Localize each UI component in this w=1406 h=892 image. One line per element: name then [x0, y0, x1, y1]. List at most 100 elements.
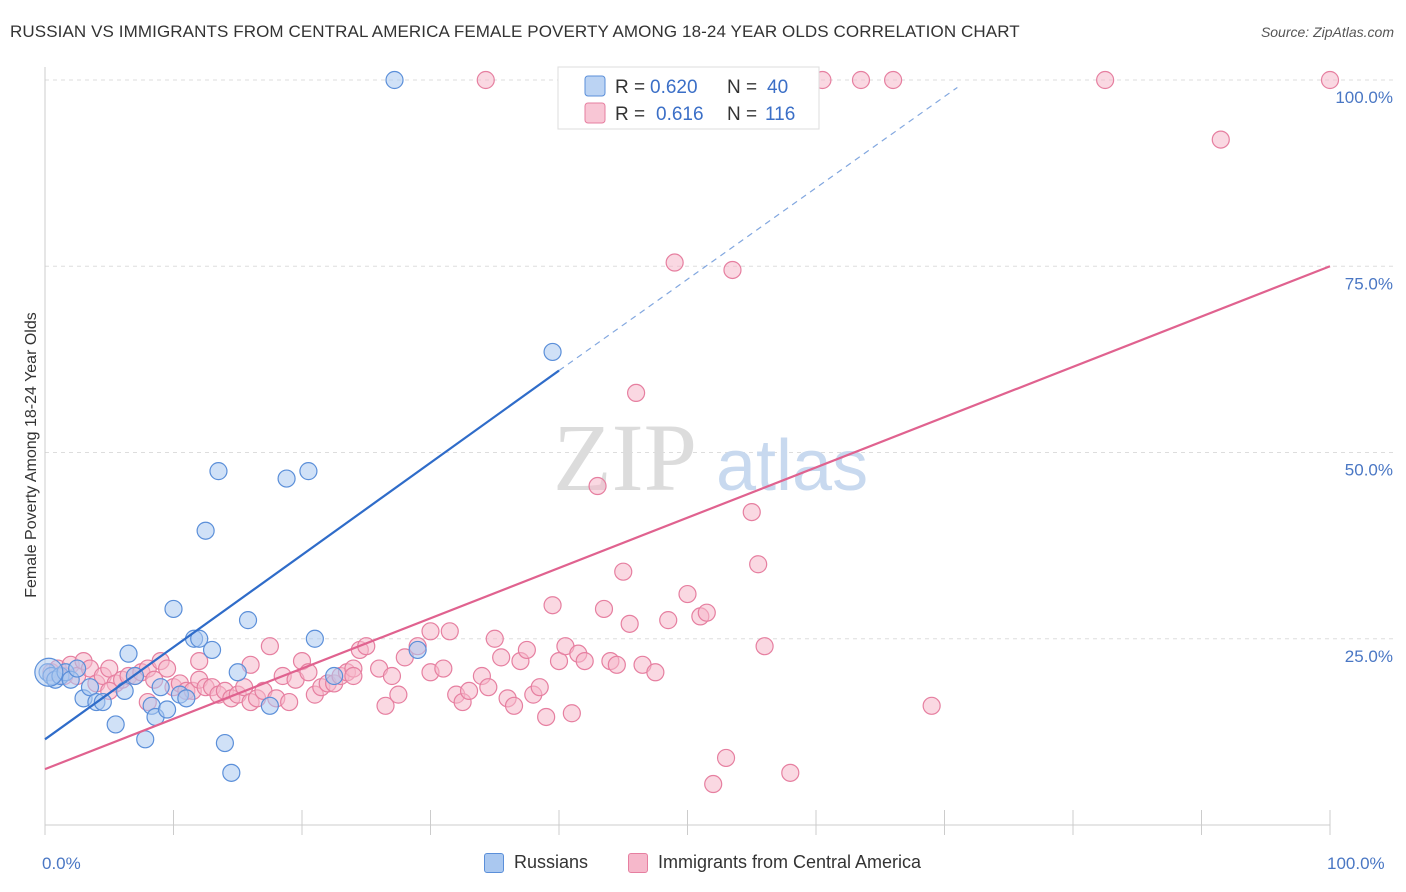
immigrants-point	[575, 651, 594, 671]
immigrants-point	[1211, 130, 1230, 149]
russians-point	[385, 70, 404, 90]
immigrants-point	[781, 763, 800, 782]
legend-n-label-immigrants: N =	[727, 104, 757, 125]
bottom-legend-swatch-immigrants	[628, 852, 648, 873]
immigrants-point	[530, 678, 549, 697]
russians-point-cluster	[34, 657, 64, 687]
immigrants-point	[476, 70, 495, 90]
russians-point	[277, 469, 296, 488]
immigrants-point	[716, 748, 736, 768]
immigrants-point	[537, 707, 556, 727]
russians-point	[228, 663, 247, 682]
russians-point	[408, 640, 427, 660]
russians-point	[119, 644, 138, 663]
immigrants-point	[883, 70, 903, 90]
russians-point	[325, 666, 344, 686]
immigrants-point	[1320, 70, 1340, 90]
russians-point	[305, 629, 324, 648]
immigrants-point	[922, 696, 941, 715]
y-tick-label: 25.0%	[1345, 647, 1393, 666]
russians-point	[196, 521, 215, 540]
immigrants-point	[588, 476, 607, 496]
legend-r-label-russians: R =	[615, 77, 645, 98]
immigrants-trend-line	[44, 265, 1331, 771]
russians-point	[238, 611, 258, 630]
watermark: ZIP atlas	[553, 404, 868, 511]
legend-swatch-immigrants	[584, 102, 606, 124]
legend-n-label-russians: N =	[727, 77, 757, 98]
bottom-legend-label-russians: Russians	[514, 852, 589, 872]
immigrants-point	[659, 611, 678, 630]
immigrants-point	[389, 685, 408, 704]
y-tick-label: 75.0%	[1345, 274, 1393, 293]
immigrants-point	[260, 637, 279, 656]
russians-points	[34, 70, 562, 782]
immigrants-point	[440, 622, 459, 641]
chart-title: RUSSIAN VS IMMIGRANTS FROM CENTRAL AMERI…	[10, 22, 1020, 41]
russians-trend-extension	[558, 86, 958, 372]
russians-point	[164, 599, 183, 619]
gridlines	[45, 79, 1395, 640]
immigrants-point	[190, 651, 209, 671]
legend-r-value-immigrants: 0.616	[656, 104, 704, 125]
legend-box: R = 0.620 N = 40 R = 0.616 N = 116	[557, 66, 820, 130]
legend-n-value-immigrants: 116	[765, 104, 795, 125]
russians-point	[215, 733, 234, 753]
immigrants-point	[280, 692, 299, 712]
bottom-legend-russians: Russians	[484, 852, 588, 873]
immigrants-point	[157, 659, 177, 678]
bottom-legend-swatch-russians	[484, 852, 504, 873]
russians-point	[543, 342, 562, 362]
legend-n-value-russians: 40	[767, 77, 788, 98]
immigrants-point	[742, 502, 761, 522]
watermark-zip: ZIP	[553, 404, 697, 511]
bottom-legend: Russians Immigrants from Central America	[0, 852, 1406, 878]
immigrants-point	[704, 774, 723, 794]
immigrants-point	[434, 659, 453, 678]
immigrants-point	[562, 704, 581, 723]
bottom-legend-label-immigrants: Immigrants from Central America	[658, 852, 922, 872]
y-tick-labels: 25.0% 50.0% 75.0% 100.0%	[1335, 88, 1393, 666]
source-label: Source: ZipAtlas.com	[1260, 24, 1394, 40]
russians-point	[260, 696, 279, 715]
immigrants-point	[504, 696, 524, 715]
immigrants-point	[723, 260, 742, 280]
immigrants-point	[620, 614, 639, 633]
russians-point	[115, 681, 134, 701]
russians-point	[68, 659, 87, 678]
russians-point	[93, 692, 112, 712]
immigrants-point	[517, 640, 536, 660]
immigrants-point	[459, 681, 479, 701]
immigrants-point	[614, 562, 633, 581]
russians-point	[299, 462, 318, 481]
x-tick-marks	[44, 810, 1331, 835]
immigrants-point	[479, 678, 498, 697]
y-tick-label: 50.0%	[1345, 461, 1393, 480]
legend-r-value-russians: 0.620	[650, 77, 698, 98]
immigrants-point	[697, 603, 716, 622]
russians-trend-line	[44, 369, 560, 741]
russians-point	[202, 640, 222, 660]
immigrants-point	[543, 596, 562, 615]
immigrants-point	[1096, 70, 1115, 90]
russians-point	[157, 700, 177, 719]
legend-swatch-russians	[584, 75, 606, 97]
immigrants-point	[607, 655, 626, 674]
watermark-atlas: atlas	[716, 426, 868, 506]
y-tick-label: 100.0%	[1335, 88, 1393, 107]
x-tick-label-min: 0.0%	[42, 854, 81, 873]
immigrants-point	[344, 666, 363, 686]
x-tick-label-max: 100.0%	[1327, 854, 1385, 873]
immigrants-point	[376, 696, 395, 715]
russians-point	[190, 629, 209, 648]
immigrants-point	[646, 663, 665, 682]
trend-lines	[44, 86, 1331, 771]
immigrants-point	[382, 666, 402, 686]
immigrants-point	[626, 383, 646, 402]
immigrants-point	[678, 584, 697, 604]
legend-r-label-immigrants: R =	[615, 104, 645, 125]
immigrants-point	[594, 599, 614, 619]
russians-point	[222, 763, 241, 782]
immigrants-point	[421, 622, 440, 641]
